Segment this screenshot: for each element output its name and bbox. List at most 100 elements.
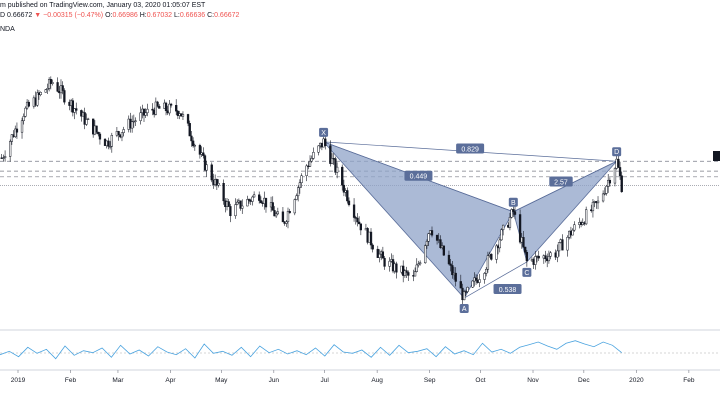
candle-body <box>234 204 237 217</box>
candle-body <box>478 279 481 283</box>
harmonic-pattern <box>323 141 617 299</box>
candle-body <box>603 193 606 195</box>
candle-body <box>22 116 25 122</box>
candle-body <box>247 199 251 201</box>
open-value: 0.66986 <box>112 12 138 19</box>
price-change: −0.00315 (−0.47%) <box>43 12 104 19</box>
candle-body <box>486 255 490 270</box>
candle-body <box>117 131 120 135</box>
candle-body <box>98 133 102 140</box>
candle-body <box>156 101 159 107</box>
pattern-ratio-badge <box>493 283 522 294</box>
candle-body <box>14 128 17 138</box>
source-label: NDA <box>0 26 15 33</box>
candle-body <box>447 254 451 265</box>
candle-body <box>415 264 418 272</box>
candle-body <box>330 158 334 164</box>
low-label: L: <box>173 12 180 19</box>
candle-body <box>276 211 279 215</box>
candle-body <box>498 239 501 249</box>
candle-body <box>273 210 276 217</box>
ohlc-legend: D 0.66672 ▼ −0.00315 (−0.47%) O:0.66986 … <box>0 12 239 19</box>
candle-body <box>356 217 359 223</box>
candle-body <box>474 277 478 281</box>
candle-body <box>359 223 362 231</box>
candle-body <box>524 246 527 253</box>
pattern-point-label: A <box>462 306 467 313</box>
candle-body <box>537 255 540 259</box>
candle-body <box>36 92 39 106</box>
candle-body <box>190 135 193 142</box>
time-tick-label: Dec <box>578 377 590 384</box>
candle-body <box>258 194 261 201</box>
pattern-triangle-bcd <box>512 160 617 263</box>
candle-body <box>3 156 7 158</box>
candle-body <box>9 141 12 157</box>
publisher-line: m published on TradingView.com, January … <box>0 2 206 9</box>
high-label: H: <box>139 12 147 19</box>
candle-body <box>601 193 605 202</box>
candle-body <box>193 145 196 147</box>
candle-body <box>534 256 537 265</box>
candle-body <box>24 107 27 117</box>
pattern-point-label: C <box>524 270 529 277</box>
candle-body <box>130 121 134 129</box>
candle-body <box>308 160 312 167</box>
price-candles <box>0 76 623 307</box>
candle-body <box>561 239 564 251</box>
candle-body <box>620 175 623 193</box>
open-label: O: <box>105 12 113 19</box>
candle-body <box>334 158 337 173</box>
candle-body <box>341 166 344 186</box>
candle-body <box>229 206 232 217</box>
candle-body <box>324 138 327 146</box>
candle-body <box>466 286 469 292</box>
close-label: C: <box>207 12 215 19</box>
candle-body <box>435 234 439 241</box>
candle-body <box>158 106 161 109</box>
oscillator <box>0 340 622 360</box>
candle-body <box>312 152 315 159</box>
pattern-point-badge <box>522 267 532 277</box>
time-tick-label: 2020 <box>629 377 644 384</box>
candle-body <box>146 108 149 114</box>
pattern-ratio-label: 0.829 <box>461 146 479 153</box>
candle-body <box>317 145 320 153</box>
oscillator-line <box>0 340 622 360</box>
candle-body <box>310 158 313 162</box>
candle-body <box>573 224 576 231</box>
candle-body <box>2 157 5 159</box>
candle-body <box>27 101 30 107</box>
candle-body <box>61 85 64 91</box>
candle-body <box>181 114 185 117</box>
candle-body <box>388 260 391 267</box>
candle-body <box>97 131 100 135</box>
candle-body <box>596 200 600 204</box>
candle-body <box>274 213 278 217</box>
candle-body <box>495 245 498 260</box>
candle-body <box>285 221 288 224</box>
candle-body <box>502 224 505 230</box>
pattern-ratio-badge <box>456 143 485 154</box>
close-value: 0.66672 <box>214 12 240 19</box>
candle-body <box>347 200 351 206</box>
candle-body <box>85 119 88 125</box>
candle-body <box>608 179 612 184</box>
last-price: 0.66672 <box>7 12 33 19</box>
candle-body <box>525 252 529 262</box>
candle-body <box>288 210 291 214</box>
candle-body <box>252 194 256 198</box>
candle-body <box>513 211 517 215</box>
candle-body <box>376 248 379 258</box>
candle-body <box>585 209 588 225</box>
candle-body <box>95 125 98 133</box>
pattern-ratio-label: 2.57 <box>554 179 568 186</box>
time-tick-label: Feb <box>683 377 695 384</box>
candle-body <box>44 89 47 93</box>
candle-body <box>571 229 574 236</box>
pattern-point-badge <box>508 197 518 207</box>
candle-body <box>63 90 66 103</box>
candle-body <box>427 233 430 242</box>
